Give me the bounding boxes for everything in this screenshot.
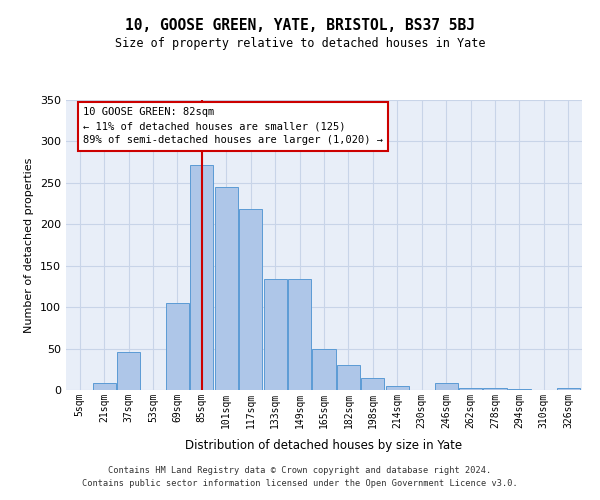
Bar [434,384,458,390]
Bar [239,208,262,390]
Bar [557,388,580,390]
Bar [117,352,140,390]
Bar [215,187,238,390]
Bar [386,386,409,390]
Text: 10, GOOSE GREEN, YATE, BRISTOL, BS37 5BJ: 10, GOOSE GREEN, YATE, BRISTOL, BS37 5BJ [125,18,475,32]
Bar [92,382,116,390]
Bar [190,164,214,390]
X-axis label: Distribution of detached houses by size in Yate: Distribution of detached houses by size … [185,439,463,452]
Text: Contains HM Land Registry data © Crown copyright and database right 2024.
Contai: Contains HM Land Registry data © Crown c… [82,466,518,487]
Bar [288,279,311,390]
Bar [508,389,531,390]
Bar [263,279,287,390]
Bar [361,378,385,390]
Bar [337,365,360,390]
Text: 10 GOOSE GREEN: 82sqm
← 11% of detached houses are smaller (125)
89% of semi-det: 10 GOOSE GREEN: 82sqm ← 11% of detached … [83,108,383,146]
Y-axis label: Number of detached properties: Number of detached properties [25,158,34,332]
Bar [459,388,482,390]
Bar [484,388,506,390]
Bar [313,348,335,390]
Text: Size of property relative to detached houses in Yate: Size of property relative to detached ho… [115,38,485,51]
Bar [166,303,189,390]
